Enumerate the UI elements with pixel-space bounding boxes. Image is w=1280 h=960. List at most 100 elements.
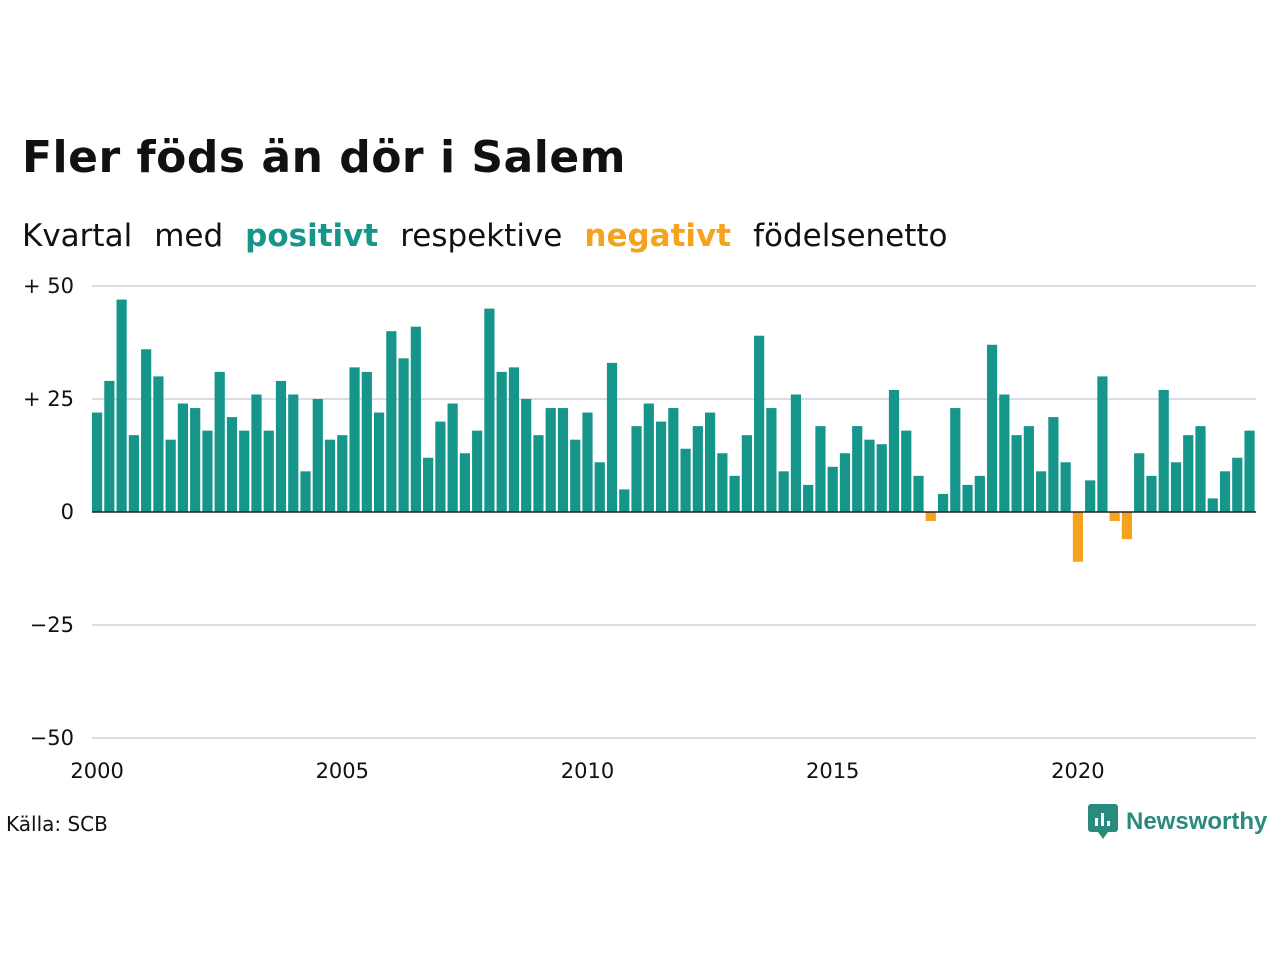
bar: [582, 412, 593, 512]
bar: [1146, 475, 1157, 512]
bar: [104, 380, 115, 512]
bar: [508, 367, 520, 512]
bar: [141, 349, 152, 512]
bar: [386, 331, 397, 512]
bar: [165, 439, 176, 512]
bar: [839, 453, 851, 512]
bar: [754, 335, 765, 512]
bar: [1109, 512, 1120, 522]
bar: [741, 435, 752, 512]
bar: [190, 408, 201, 512]
chart-title: Fler föds än dör i Salem: [22, 132, 627, 183]
bar: [361, 371, 372, 512]
bar: [398, 358, 409, 512]
bar: [410, 326, 421, 512]
bar: [570, 439, 581, 512]
subtitle-word-kvartal: Kvartal: [22, 218, 133, 254]
bar: [459, 453, 470, 512]
bar: [177, 403, 189, 512]
bar: [668, 408, 679, 512]
bar: [705, 412, 716, 512]
x-tick-label: 2000: [70, 759, 123, 783]
bar: [962, 484, 973, 512]
bar: [521, 399, 532, 512]
bar: [901, 430, 912, 512]
bar: [1195, 426, 1206, 512]
bar: [92, 412, 103, 512]
bars: [92, 299, 1255, 562]
bar: [153, 376, 164, 512]
bar: [214, 371, 225, 512]
bar: [349, 367, 360, 512]
bar: [864, 439, 875, 512]
bar: [1048, 417, 1059, 512]
newsworthy-logo-icon: [1088, 804, 1118, 839]
bar: [275, 380, 287, 512]
bar: [435, 421, 446, 512]
bar: [128, 435, 139, 512]
bar: [324, 439, 336, 512]
y-tick-label: 0: [61, 500, 74, 524]
bar: [1219, 471, 1231, 512]
bar: [1207, 498, 1218, 512]
x-tick-label: 2010: [561, 759, 614, 783]
subtitle-word-fodelsenetto: födelsenetto: [753, 218, 948, 254]
bar: [852, 426, 863, 512]
bar: [447, 403, 458, 512]
axis: + 50 + 25 0 −25 −50 2000 2005 2010 2015 2020: [23, 274, 1256, 783]
bar: [594, 462, 605, 512]
bar: [1134, 453, 1145, 512]
bar-chart: + 50 + 25 0 −25 −50 2000 2005 2010 2015 2020: [23, 274, 1256, 783]
bar: [226, 417, 238, 512]
bar: [778, 471, 789, 512]
bar: [1232, 457, 1243, 512]
bar: [937, 493, 949, 512]
bar: [1158, 389, 1169, 512]
newsworthy-logo-text: Newsworthy: [1126, 808, 1268, 835]
bar: [1085, 480, 1096, 512]
bar: [925, 512, 936, 522]
bar: [312, 399, 323, 512]
bar: [288, 394, 299, 512]
bar: [974, 475, 985, 512]
y-tick-label: −25: [30, 613, 74, 637]
bar: [790, 394, 802, 512]
bar: [1036, 471, 1047, 512]
bar: [815, 426, 826, 512]
bar: [1183, 435, 1194, 512]
bar: [729, 475, 740, 512]
bar: [619, 489, 630, 512]
bar: [717, 453, 728, 512]
subtitle-word-respektive: respektive: [400, 218, 563, 254]
y-tick-label: −50: [30, 726, 74, 750]
source-note: Källa: SCB: [6, 812, 108, 836]
subtitle-word-med: med: [154, 218, 224, 254]
bar: [472, 430, 483, 512]
bar: [202, 430, 213, 512]
bar: [484, 308, 495, 512]
bar: [655, 421, 667, 512]
bar: [643, 403, 654, 512]
bar: [631, 426, 642, 512]
bar: [1060, 462, 1071, 512]
bar: [1097, 376, 1108, 512]
bar: [606, 362, 618, 512]
bar: [545, 408, 556, 512]
bar: [766, 408, 777, 512]
bar: [680, 448, 691, 512]
bar: [263, 430, 274, 512]
bar: [557, 408, 569, 512]
bar: [803, 484, 814, 512]
x-tick-label: 2005: [316, 759, 369, 783]
bar: [496, 371, 507, 512]
bar: [337, 435, 348, 512]
x-tick-label: 2015: [806, 759, 859, 783]
bar: [986, 344, 998, 512]
bar: [1011, 435, 1022, 512]
bar: [251, 394, 262, 512]
bar: [913, 475, 924, 512]
bar: [1170, 462, 1182, 512]
bar: [1121, 512, 1133, 540]
bar: [692, 426, 703, 512]
y-tick-label: + 50: [23, 274, 74, 298]
